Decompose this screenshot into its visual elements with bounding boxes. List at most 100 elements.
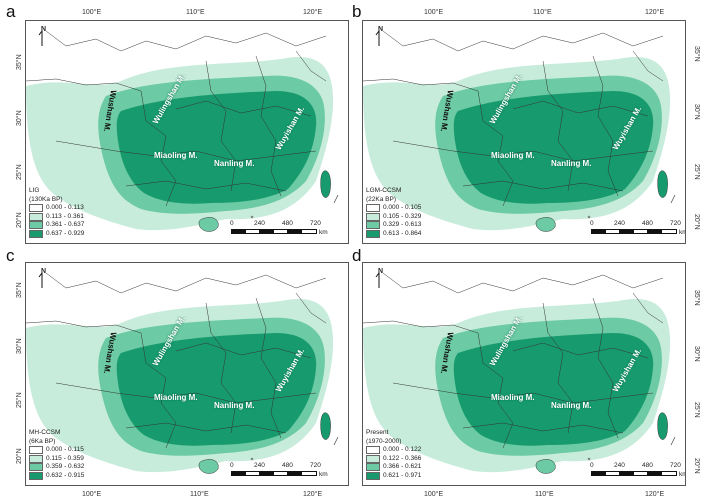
legend-swatch: [29, 454, 43, 463]
lon-tick-100-bottom-d: 100°E: [424, 491, 444, 498]
legend-swatch: [366, 463, 380, 472]
lat-tick-25-d: 25°N: [693, 402, 700, 418]
island-dot: [587, 457, 591, 461]
scale-label: 720: [670, 220, 681, 227]
mountain-label-nanling: Nanling M.: [551, 159, 592, 168]
province-borders: [26, 272, 327, 449]
hainan-island: [198, 217, 219, 232]
legend-row: 0.366 - 0.621: [366, 463, 421, 472]
scale-label: 720: [310, 462, 321, 469]
legend-label: 0.115 - 0.359: [46, 454, 84, 462]
legend-label: 0.000 - 0.105: [383, 204, 422, 211]
legend-row: 0.122 - 0.366: [366, 455, 421, 464]
high-suitability-zone: [453, 91, 654, 204]
lon-tick-120-top-b: 120°E: [645, 9, 665, 16]
legend-label: 0.359 - 0.632: [46, 463, 85, 470]
scale-bar: 0 240 480 720 km: [230, 462, 331, 478]
suitability-map: [26, 272, 339, 474]
north-label: N: [41, 268, 47, 275]
scale-label: 720: [670, 462, 681, 469]
panel-a-letter: a: [6, 2, 16, 21]
coast-mark: [333, 436, 339, 446]
legend-title-line: (6Ka BP): [29, 437, 56, 445]
mountain-label-nanling: Nanling M.: [551, 401, 592, 410]
legend: Present (1970-2000) 0.000 - 0.122 0.122 - 0…: [366, 429, 421, 480]
taiwan-island: [657, 170, 668, 198]
lon-tick-100-top-b: 100°E: [424, 9, 444, 16]
scale-label: 0: [590, 462, 594, 469]
scale-bar: 0 240 480 720 km: [230, 220, 331, 236]
lat-tick-35-b: 35°N: [693, 46, 700, 62]
scale-bar: 0 240 480 720 km: [590, 220, 685, 236]
lon-tick-120-top-a: 120°E: [303, 9, 323, 16]
scale-unit: km: [319, 471, 328, 478]
high-suitability-zone: [116, 91, 317, 204]
panel-d-letter: d: [352, 246, 362, 265]
scale-label: 480: [642, 220, 653, 227]
legend-title-line: (130Ka BP): [29, 195, 63, 203]
scale-unit: km: [679, 229, 685, 236]
legend-row: 0.621 - 0.971: [366, 472, 421, 481]
legend-label: 0.366 - 0.621: [383, 463, 422, 470]
lon-tick-110-bottom-c: 110°E: [190, 491, 209, 498]
legend-swatch: [366, 212, 380, 221]
legend-label: 0.113 - 0.361: [46, 212, 84, 220]
mountain-label-miaoling: Miaoling M.: [154, 151, 198, 160]
suitability-map: [363, 30, 676, 232]
scale-label: 480: [282, 220, 293, 227]
legend-row: 0.000 - 0.105: [366, 204, 421, 213]
legend-swatch: [366, 221, 380, 230]
legend-row: 0.359 - 0.632: [29, 463, 84, 472]
legend-title-line: (1970-2000): [366, 437, 402, 445]
scale-label: 240: [614, 462, 625, 469]
legend-swatch: [29, 204, 43, 213]
legend-label: 0.613 - 0.864: [383, 229, 422, 237]
legend-row: 0.000 - 0.122: [366, 446, 421, 455]
mountain-label-miaoling: Miaoling M.: [491, 151, 535, 160]
map-panel-c: N Wushan M. Wulingshan M. Miaoling M. Nanlin…: [25, 262, 349, 486]
legend: LIG (130Ka BP) 0.000 - 0.113 0.113 - 0.361 0…: [29, 187, 84, 238]
hainan-island: [535, 217, 556, 232]
legend-swatch: [366, 446, 380, 455]
province-borders: [363, 272, 664, 449]
mountain-label-miaoling: Miaoling M.: [491, 393, 535, 402]
hainan-island: [198, 459, 219, 474]
legend: MH-CCSM (6Ka BP) 0.000 - 0.115 0.115 - 0.35…: [29, 429, 84, 480]
taiwan-island: [320, 170, 331, 198]
scale-label: 240: [254, 462, 265, 469]
lon-tick-100-top-a: 100°E: [82, 9, 102, 16]
lat-tick-20-b: 20°N: [693, 214, 700, 230]
legend-label: 0.329 - 0.613: [383, 221, 422, 228]
scale-segment: [301, 229, 317, 234]
island-dot: [587, 215, 591, 219]
north-label: N: [41, 26, 47, 33]
high-suitability-zone: [116, 333, 317, 446]
scale-label: 0: [590, 220, 594, 227]
island-dot: [250, 215, 254, 219]
legend-row: 0.632 - 0.915: [29, 472, 84, 481]
lon-tick-100-bottom-c: 100°E: [82, 491, 102, 498]
legend-swatch: [366, 204, 380, 213]
scale-label: 480: [282, 462, 293, 469]
coast-mark: [670, 436, 676, 446]
legend: LGM-CCSM (22Ka BP) 0.000 - 0.105 0.105 - 0.…: [366, 187, 421, 238]
lon-tick-120-bottom-c: 120°E: [303, 491, 323, 498]
lat-tick-30-a: 30°N: [16, 110, 23, 126]
north-label: N: [378, 26, 384, 33]
scale-unit: km: [319, 229, 328, 236]
province-borders: [363, 30, 664, 207]
legend-swatch: [29, 446, 43, 455]
scale-segment: [661, 229, 677, 234]
mountain-label-nanling: Nanling M.: [214, 401, 255, 410]
island-dot: [250, 457, 254, 461]
lat-tick-30-b: 30°N: [693, 104, 700, 120]
legend-swatch: [29, 471, 43, 480]
legend-label: 0.637 - 0.929: [46, 229, 85, 237]
north-arrow-icon: N: [38, 26, 52, 47]
legend-title-line: Present: [366, 429, 389, 436]
hainan-island: [535, 459, 556, 474]
lon-tick-110-bottom-d: 110°E: [535, 491, 554, 498]
suitability-map: [26, 30, 339, 232]
legend-row: 0.637 - 0.929: [29, 230, 84, 239]
lat-tick-35-c: 35°N: [16, 282, 23, 298]
